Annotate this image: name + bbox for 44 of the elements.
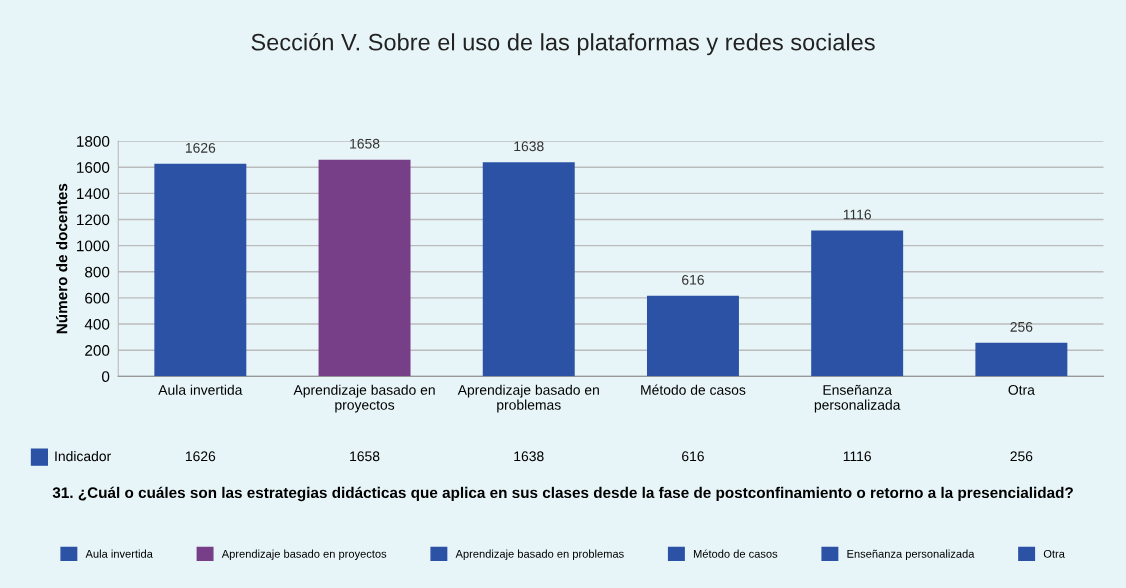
bar: [482, 162, 575, 377]
bar: [975, 342, 1068, 377]
x-tick-label: Aprendizaje basado en proyectos: [293, 384, 435, 413]
x-tick-label: Enseñanza personalizada: [814, 384, 901, 413]
text: 616: [682, 451, 704, 462]
bar: [318, 159, 411, 377]
legend-label: Indicador: [55, 450, 111, 462]
category-label: Otra: [1043, 549, 1065, 558]
y-tick-label: 1000: [77, 240, 110, 252]
category-label: Aprendizaje basado en proyectos: [221, 549, 387, 560]
category-label: Enseñanza personalizada: [847, 549, 975, 560]
bar: [154, 163, 247, 377]
data-label: 1638: [514, 141, 544, 152]
x-tick-label: Método de casos: [641, 384, 746, 395]
data-label: 1116: [843, 209, 871, 220]
category-label: Método de casos: [693, 549, 778, 558]
y-axis-title: Número de docentes: [55, 183, 68, 334]
x-tick-label: Aprendizaje basado en problemas: [457, 384, 599, 413]
y-tick-label: 200: [85, 345, 110, 356]
data-label: 256: [1010, 321, 1033, 332]
data-label: 616: [682, 274, 704, 285]
y-tick-label: 1800: [77, 135, 110, 147]
y-tick-label: 800: [85, 266, 110, 278]
data-label: 1626: [185, 142, 216, 153]
x-tick-label: Aula invertida: [158, 384, 243, 395]
category-label: Aula invertida: [85, 549, 153, 558]
text: 1626: [185, 451, 216, 462]
y-tick-label: 600: [85, 292, 110, 304]
y-tick-label: 1200: [77, 214, 110, 226]
y-tick-label: 1400: [77, 188, 110, 200]
y-tick-label: 0: [102, 371, 110, 383]
text: 1116: [843, 451, 871, 462]
text: 256: [1010, 451, 1033, 462]
chart-title: Sección V. Sobre el uso de las plataformas y redes sociales: [251, 32, 875, 56]
text: 31. ¿Cuál o cuáles son las estrategias didácticas que aplica en sus clases desde la fase de postconfinamiento o retorno a la presencialidad?: [52, 486, 1073, 502]
bar: [811, 230, 904, 377]
category-label: Aprendizaje basado en problemas: [455, 549, 624, 560]
y-tick-label: 400: [84, 318, 110, 330]
bar: [646, 295, 739, 377]
text: 1638: [514, 451, 544, 462]
y-tick-label: 1600: [77, 162, 110, 173]
text: 1658: [350, 451, 380, 462]
x-tick-label: Otra: [1008, 385, 1035, 395]
data-label: 1658: [350, 138, 380, 149]
